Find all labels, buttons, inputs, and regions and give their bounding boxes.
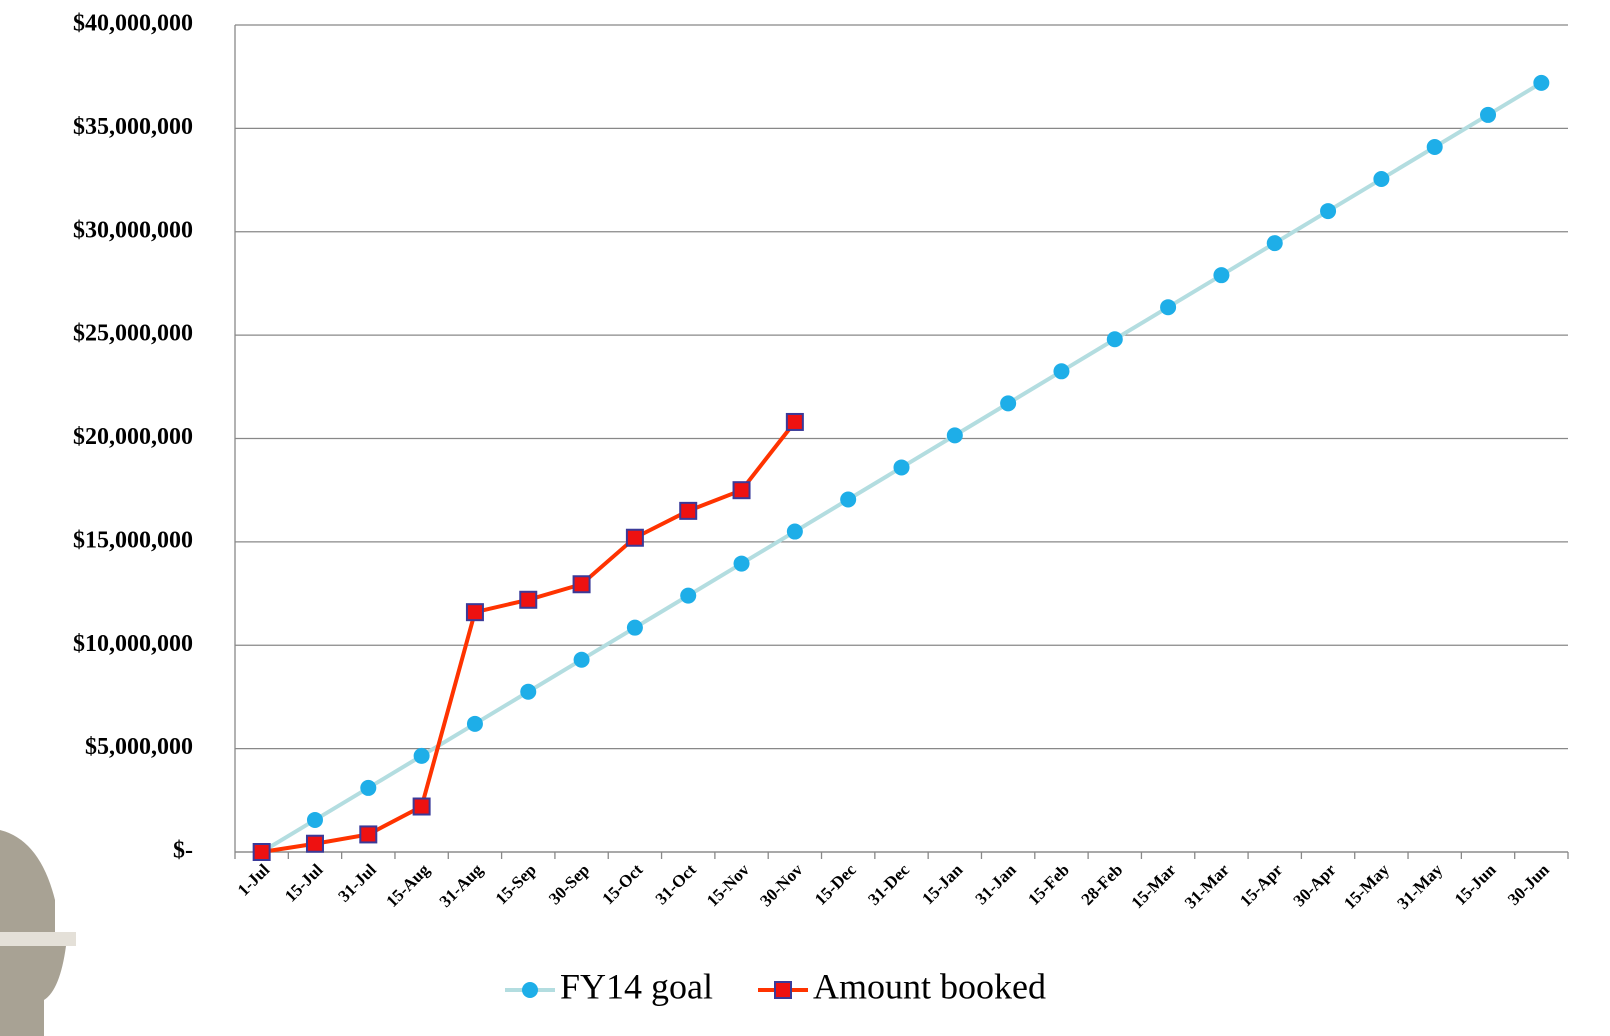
y-tick-label: $35,000,000	[73, 114, 193, 140]
data-point	[1373, 171, 1390, 188]
y-tick-label: $25,000,000	[73, 321, 193, 347]
data-point	[305, 834, 324, 853]
x-tick-label: 15-Oct	[598, 860, 646, 908]
x-tick-label: 15-Jan	[918, 860, 967, 909]
legend: FY14 goal Amount booked	[505, 966, 1046, 1006]
data-point	[732, 481, 751, 500]
data-point	[893, 459, 910, 476]
x-tick-label: 31-Jul	[334, 860, 380, 906]
x-tick-label: 15-Apr	[1236, 860, 1286, 910]
x-tick-label: 15-Feb	[1024, 860, 1073, 909]
data-point	[786, 523, 803, 540]
data-point	[946, 427, 963, 444]
y-tick-label: $10,000,000	[73, 631, 193, 657]
x-tick-label: 1-Jul	[234, 860, 274, 900]
data-point	[1213, 267, 1230, 284]
data-point	[572, 575, 591, 594]
legend-marker	[522, 982, 538, 998]
x-tick-label: 15-Nov	[703, 860, 754, 911]
data-point	[520, 683, 537, 700]
data-point	[1000, 395, 1017, 412]
x-tick-label: 28-Feb	[1078, 860, 1127, 909]
x-tick-label: 15-Dec	[811, 860, 860, 909]
data-point	[306, 811, 323, 828]
data-point	[519, 590, 538, 609]
x-tick-label: 15-May	[1340, 860, 1393, 913]
data-point	[360, 779, 377, 796]
x-tick-label: 30-Apr	[1289, 860, 1339, 910]
data-point	[785, 412, 804, 431]
legend-label: Amount booked	[813, 966, 1046, 1006]
data-point	[680, 587, 697, 604]
x-tick-label: 31-Aug	[436, 860, 487, 911]
y-tick-label: $20,000,000	[73, 424, 193, 450]
data-point	[733, 555, 750, 572]
data-point	[626, 619, 643, 636]
x-tick-label: 30-Sep	[545, 860, 593, 908]
legend-label: FY14 goal	[560, 966, 713, 1006]
x-tick-label: 30-Nov	[756, 860, 807, 911]
y-tick-label: $-	[173, 838, 193, 864]
data-point	[252, 843, 271, 861]
data-point	[1106, 331, 1123, 348]
x-tick-label: 31-Mar	[1181, 860, 1233, 912]
data-point	[1533, 74, 1550, 91]
data-point	[413, 747, 430, 764]
data-point	[1480, 106, 1497, 123]
data-point	[679, 501, 698, 520]
x-tick-label: 31-May	[1393, 860, 1446, 913]
data-point	[840, 491, 857, 508]
data-point	[465, 603, 484, 622]
data-point	[1266, 235, 1283, 252]
x-tick-label: 15-Mar	[1128, 860, 1180, 912]
x-tick-label: 15-Jul	[281, 860, 327, 906]
y-tick-label: $15,000,000	[73, 527, 193, 553]
x-tick-label: 15-Aug	[382, 860, 433, 911]
y-tick-label: $40,000,000	[73, 11, 193, 37]
data-point	[466, 715, 483, 732]
decoration	[0, 830, 76, 1036]
data-point	[1426, 138, 1443, 155]
data-point	[1160, 299, 1177, 316]
y-tick-label: $5,000,000	[85, 734, 193, 760]
series-line	[261, 420, 797, 854]
y-tick-label: $30,000,000	[73, 217, 193, 243]
x-tick-label: 30-Jun	[1504, 860, 1553, 909]
legend-marker	[774, 981, 792, 999]
data-point	[1320, 203, 1337, 220]
x-tick-label: 31-Jan	[972, 860, 1021, 909]
data-point	[359, 825, 378, 844]
data-point	[1053, 363, 1070, 380]
x-tick-label: 15-Jun	[1451, 860, 1500, 909]
data-point	[412, 797, 431, 816]
x-tick-label: 31-Oct	[652, 860, 700, 908]
data-point	[625, 528, 644, 547]
x-tick-label: 31-Dec	[864, 860, 913, 909]
x-tick-label: 15-Sep	[492, 860, 540, 908]
data-point	[573, 651, 590, 668]
